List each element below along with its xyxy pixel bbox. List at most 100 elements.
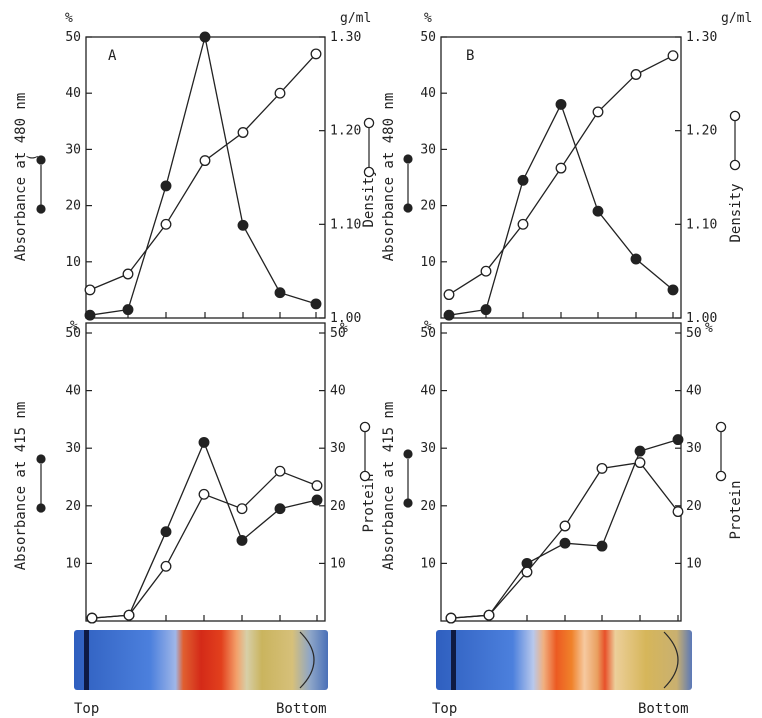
y-tick-label-left: 50 <box>65 326 81 341</box>
y-tick-label-left: 30 <box>420 142 436 157</box>
legend-glyph-open <box>363 117 375 178</box>
panel-a-top: A % g/ml 10 20 30 40 50 1.00 1.10 1.20 1.30 Abs… <box>13 11 377 326</box>
y-tick-label-right: 1.20 <box>686 124 717 139</box>
legend-glyph-filled: ( <box>25 154 46 214</box>
series-line-filled <box>448 102 674 316</box>
y-tick-label-left: 20 <box>420 499 436 514</box>
tube-b <box>436 630 692 690</box>
data-point-open <box>160 560 172 572</box>
data-point-open <box>237 127 249 138</box>
y-tick-label-right: 40 <box>330 384 346 399</box>
data-point-open <box>559 520 571 532</box>
data-point-open <box>634 457 646 469</box>
data-point-filled <box>199 31 211 43</box>
legend-glyph-open <box>729 110 741 171</box>
data-point-open <box>274 87 286 99</box>
data-point-filled <box>559 537 571 549</box>
svg-text:(: ( <box>25 154 39 161</box>
y-tick-label-right: 1.00 <box>330 311 361 326</box>
panel-label-a: A <box>108 48 117 64</box>
data-point-filled <box>84 309 96 321</box>
right-axis-b-bottom: 10 20 30 40 50 <box>675 326 702 571</box>
data-point-open <box>555 162 567 174</box>
y-tick-label-left: 50 <box>420 326 436 341</box>
data-point-filled <box>517 174 529 186</box>
y-tick-label-left: 40 <box>65 86 81 101</box>
tube-top-cap <box>451 630 456 690</box>
data-point-open <box>84 284 96 296</box>
gradient-tube-photo <box>436 630 692 690</box>
legend-glyph-open <box>359 421 371 482</box>
y-tick-label-left: 10 <box>65 556 81 571</box>
data-point-filled <box>122 304 134 316</box>
y-tick-label-left: 20 <box>420 199 436 214</box>
data-point-filled <box>160 180 172 192</box>
data-point-open <box>445 612 457 624</box>
data-point-open <box>630 69 642 80</box>
tube-bottom-label: Bottom <box>276 701 327 717</box>
y-tick-label-left: 20 <box>65 199 81 214</box>
right-axis-b-top: 1.00 1.10 1.20 1.30 <box>675 30 717 326</box>
left-unit-label: % <box>70 319 78 334</box>
data-point-open <box>667 50 679 62</box>
y-tick-label-left: 30 <box>65 441 81 456</box>
data-point-filled <box>634 445 646 457</box>
data-point-open <box>122 268 134 280</box>
tube-a <box>74 630 328 690</box>
y-tick-label-left: 40 <box>420 384 436 399</box>
y-tick-label-right: 1.10 <box>330 217 361 232</box>
y-tick-label-right: 1.10 <box>686 217 717 232</box>
y-tick-label-right: 10 <box>686 556 702 571</box>
y-axis-label-right: Protein <box>728 480 744 539</box>
series-a-bottom <box>86 436 323 624</box>
data-point-open <box>480 265 492 277</box>
legend-glyph-filled <box>403 449 413 508</box>
x-ticks-b-top <box>448 312 674 318</box>
y-tick-label-left: 50 <box>420 30 436 45</box>
data-point-open <box>310 48 322 60</box>
left-axis-a-top: 10 20 30 40 50 <box>65 30 92 270</box>
legend-glyph-filled <box>36 454 46 513</box>
y-axis-label-right: Density <box>728 183 744 242</box>
data-point-filled <box>630 253 642 265</box>
panel-label-b: B <box>466 48 474 64</box>
data-point-filled <box>592 205 604 217</box>
data-point-open <box>86 612 98 624</box>
left-unit-label: % <box>424 11 432 26</box>
tube-bottom-label: Bottom <box>638 701 689 717</box>
y-tick-label-right: 1.00 <box>686 311 717 326</box>
data-point-filled <box>198 436 210 448</box>
y-tick-label-right: 40 <box>686 384 702 399</box>
left-unit-label: % <box>65 11 73 26</box>
data-point-open <box>443 289 455 301</box>
y-tick-label-right: 1.30 <box>686 30 717 45</box>
tube-meniscus <box>663 631 679 689</box>
right-unit-label: g/ml <box>721 11 752 26</box>
data-point-filled <box>672 434 684 446</box>
plot-frame <box>85 322 326 622</box>
y-tick-label-right: 30 <box>686 441 702 456</box>
legend-glyph-filled <box>403 154 413 213</box>
series-b-top <box>443 50 679 321</box>
series-b-bottom <box>445 434 684 624</box>
legend-glyph-open <box>715 421 727 482</box>
y-tick-label-right: 20 <box>686 499 702 514</box>
left-axis-b-top: 10 20 30 40 50 <box>420 30 447 270</box>
right-unit-label: % <box>705 321 713 336</box>
y-tick-label-right: 50 <box>686 326 702 341</box>
plot-frame <box>440 322 682 622</box>
series-a-top <box>84 31 322 321</box>
data-point-filled <box>311 494 323 506</box>
y-tick-label-left: 40 <box>420 86 436 101</box>
data-point-open <box>521 566 533 578</box>
data-point-filled <box>480 304 492 316</box>
left-unit-label: % <box>424 319 432 334</box>
y-tick-label-left: 20 <box>65 499 81 514</box>
data-point-open <box>483 609 495 621</box>
data-point-open <box>517 218 529 230</box>
data-point-open <box>160 218 172 230</box>
data-point-filled <box>443 309 455 321</box>
y-tick-label-left: 40 <box>65 384 81 399</box>
y-tick-label-right: 50 <box>330 326 346 341</box>
